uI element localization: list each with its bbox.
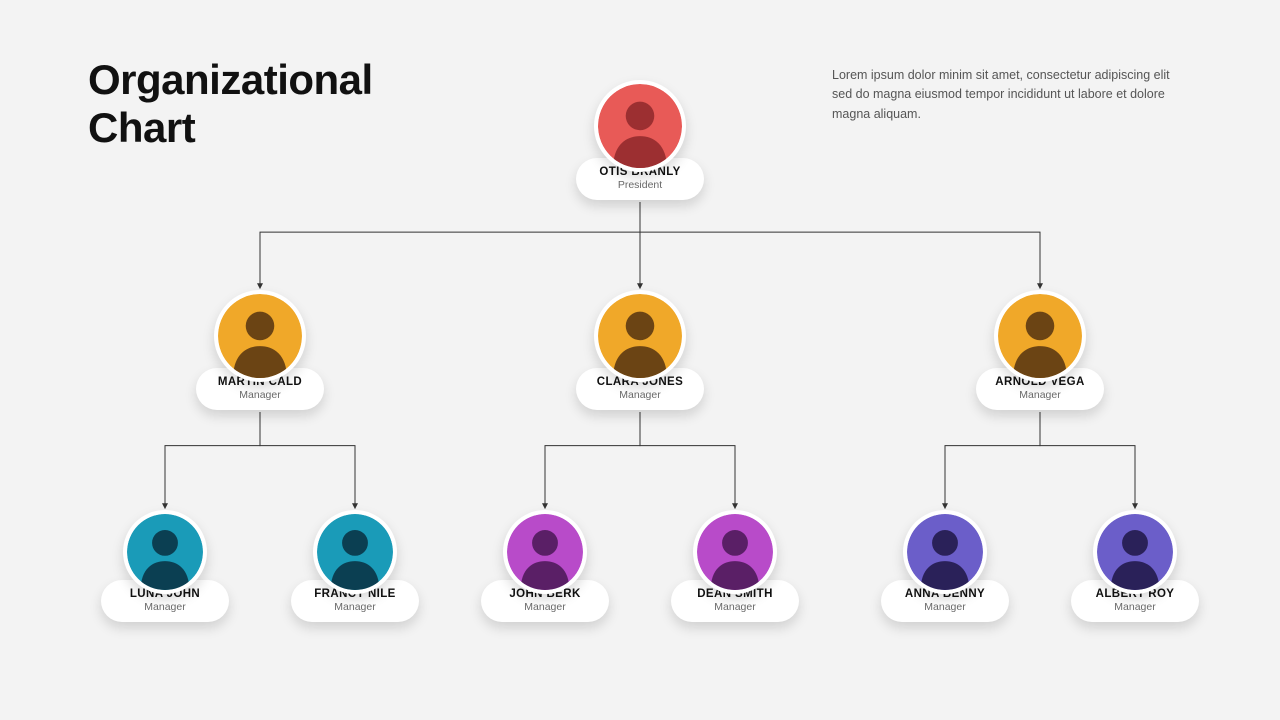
person-icon [218, 294, 302, 378]
edge-arnold-anna [945, 412, 1040, 508]
org-node-clara: CLARA JONES Manager [576, 290, 704, 410]
org-node-anna: ANNA BENNY Manager [881, 510, 1009, 622]
org-node-albert: ALBERT ROY Manager [1071, 510, 1199, 622]
person-icon [998, 294, 1082, 378]
avatar [214, 290, 306, 382]
person-role: Manager [1089, 601, 1181, 613]
edge-martin-luna [165, 412, 260, 508]
org-node-john: JOHN BERK Manager [481, 510, 609, 622]
person-icon [697, 514, 773, 590]
person-role: Manager [499, 601, 591, 613]
avatar [903, 510, 987, 594]
org-node-otis: OTIS BRANLY President [576, 80, 704, 200]
avatar [123, 510, 207, 594]
person-role: Manager [899, 601, 991, 613]
person-role: President [594, 179, 686, 191]
person-icon [598, 84, 682, 168]
page-title: OrganizationalChart [88, 56, 373, 153]
avatar [594, 290, 686, 382]
person-role: Manager [594, 389, 686, 401]
avatar [994, 290, 1086, 382]
org-node-luna: LUNA JOHN Manager [101, 510, 229, 622]
org-node-martin: MARTIN CALD Manager [196, 290, 324, 410]
person-role: Manager [994, 389, 1086, 401]
person-icon [507, 514, 583, 590]
person-icon [127, 514, 203, 590]
org-node-arnold: ARNOLD VEGA Manager [976, 290, 1104, 410]
avatar [594, 80, 686, 172]
edge-clara-john [545, 412, 640, 508]
edge-otis-martin [260, 202, 640, 288]
person-icon [907, 514, 983, 590]
person-role: Manager [214, 389, 306, 401]
person-icon [598, 294, 682, 378]
avatar [313, 510, 397, 594]
avatar [1093, 510, 1177, 594]
person-icon [317, 514, 393, 590]
org-node-dean: DEAN SMITH Manager [671, 510, 799, 622]
person-icon [1097, 514, 1173, 590]
edge-arnold-albert [1040, 412, 1135, 508]
edge-otis-arnold [640, 202, 1040, 288]
person-role: Manager [119, 601, 211, 613]
page-description: Lorem ipsum dolor minim sit amet, consec… [832, 66, 1192, 124]
edge-martin-francy [260, 412, 355, 508]
edge-clara-dean [640, 412, 735, 508]
org-node-francy: FRANCY NILE Manager [291, 510, 419, 622]
person-role: Manager [689, 601, 781, 613]
avatar [693, 510, 777, 594]
person-role: Manager [309, 601, 401, 613]
avatar [503, 510, 587, 594]
